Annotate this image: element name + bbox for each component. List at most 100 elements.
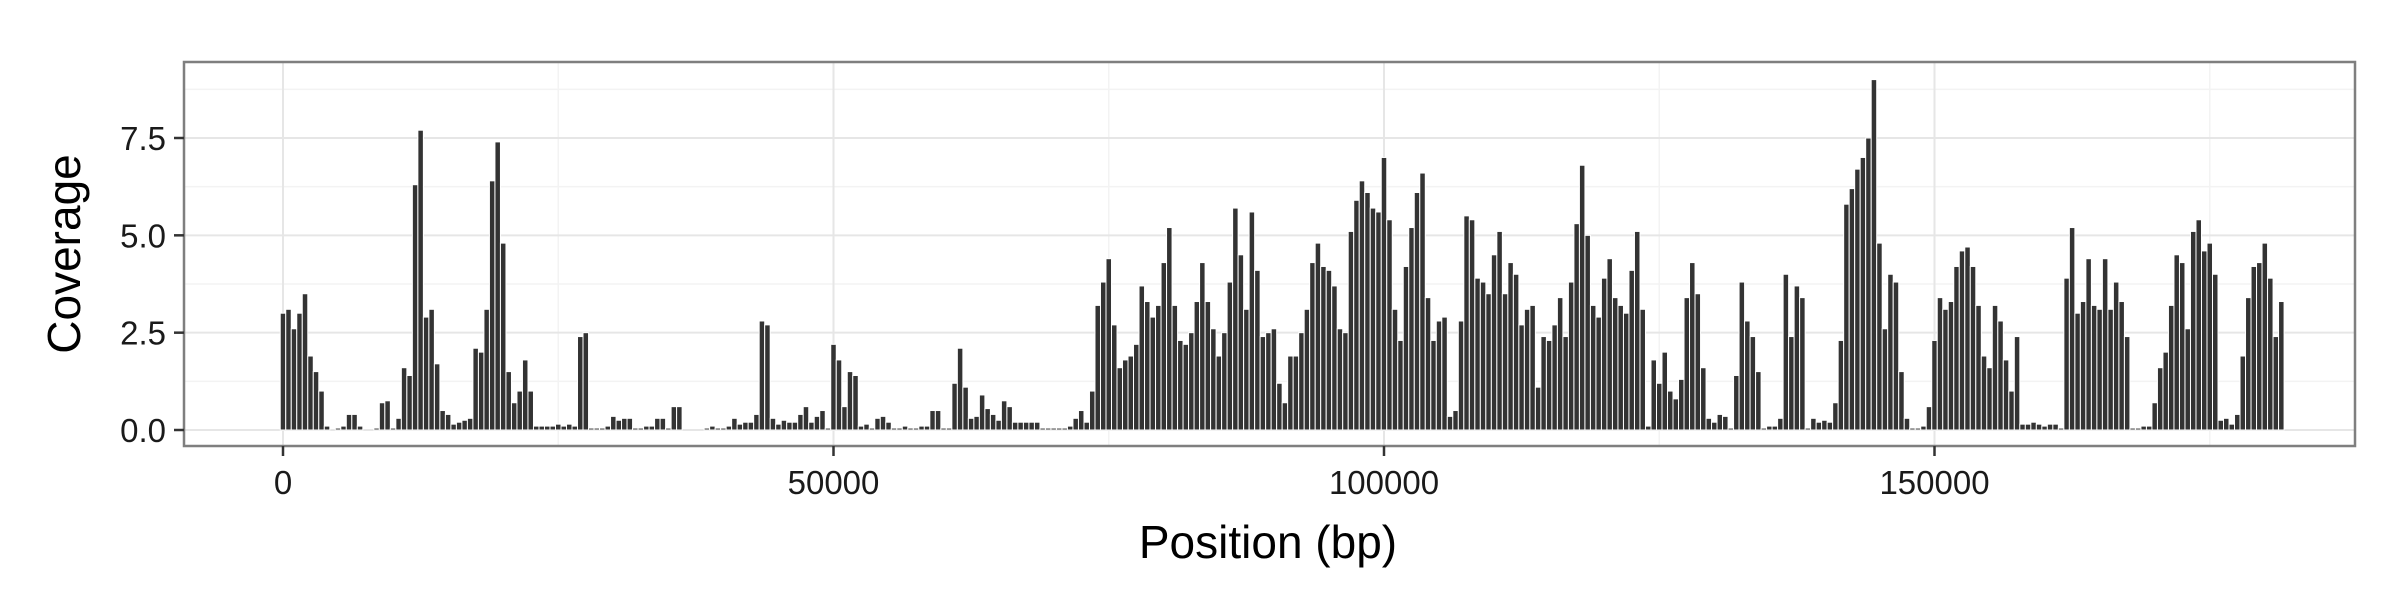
coverage-bar xyxy=(1931,339,1938,431)
coverage-bar xyxy=(290,328,298,431)
coverage-bar xyxy=(714,427,722,431)
coverage-bar xyxy=(1468,219,1476,431)
coverage-bar xyxy=(1683,297,1691,431)
coverage-bar xyxy=(2184,328,2191,431)
coverage-bar xyxy=(1243,308,1250,431)
coverage-bar xyxy=(2074,312,2081,431)
coverage-bar xyxy=(1870,79,1878,431)
y-tick-label: 2.5 xyxy=(120,315,166,352)
coverage-bar xyxy=(1325,269,1333,431)
coverage-bar xyxy=(2278,301,2285,431)
coverage-bar xyxy=(1061,427,1068,431)
coverage-bar xyxy=(1496,230,1503,431)
coverage-bar xyxy=(2123,336,2131,431)
coverage-bar xyxy=(1644,425,1652,431)
coverage-bar xyxy=(1028,421,1035,431)
coverage-bar xyxy=(863,423,870,431)
coverage-bar xyxy=(1942,308,1949,431)
coverage-bar xyxy=(2145,425,2153,431)
coverage-bar xyxy=(2101,258,2109,431)
coverage-bar xyxy=(973,415,980,431)
coverage-bar xyxy=(1386,219,1393,431)
coverage-bar xyxy=(2052,423,2059,431)
coverage-bar xyxy=(1298,332,1305,431)
coverage-bar xyxy=(406,374,413,431)
coverage-bar xyxy=(665,427,672,431)
coverage-bar xyxy=(1799,297,1806,431)
coverage-bar xyxy=(637,427,645,431)
coverage-bar xyxy=(1479,281,1487,431)
coverage-bar xyxy=(1309,262,1316,431)
coverage-bar xyxy=(1111,324,1118,431)
coverage-bar xyxy=(2024,423,2032,431)
coverage-bar xyxy=(1485,293,1492,431)
coverage-bar xyxy=(307,355,314,431)
coverage-bar xyxy=(912,427,920,431)
coverage-bar xyxy=(1512,273,1520,431)
coverage-bar xyxy=(1149,316,1157,431)
coverage-bar xyxy=(885,421,892,431)
coverage-bar xyxy=(2267,277,2274,431)
coverage-bar xyxy=(2156,367,2164,431)
coverage-bar xyxy=(1380,156,1388,431)
coverage-bar xyxy=(1281,402,1289,431)
coverage-bar xyxy=(1199,262,1206,431)
coverage-bar xyxy=(1336,328,1344,431)
coverage-bar xyxy=(384,400,391,431)
coverage-bar xyxy=(1859,156,1867,431)
coverage-bar xyxy=(532,425,540,431)
coverage-bar xyxy=(296,312,303,431)
coverage-bar xyxy=(2079,301,2087,431)
coverage-bar xyxy=(670,406,678,431)
coverage-bar xyxy=(1540,336,1547,431)
coverage-bar xyxy=(1055,427,1063,431)
coverage-bar xyxy=(1892,281,1900,431)
x-axis-title: Position (bp) xyxy=(1139,516,1397,568)
coverage-bar xyxy=(1584,234,1591,431)
coverage-bar xyxy=(2035,423,2043,431)
coverage-bar xyxy=(1611,297,1619,431)
coverage-bar xyxy=(879,415,887,431)
coverage-bar xyxy=(1700,367,1707,431)
coverage-bar xyxy=(1270,328,1278,431)
coverage-bar xyxy=(962,386,969,431)
coverage-bar xyxy=(824,427,832,431)
coverage-bar xyxy=(1160,262,1168,431)
coverage-bar xyxy=(285,308,292,431)
coverage-bar xyxy=(1782,273,1790,431)
coverage-bar xyxy=(929,410,936,431)
coverage-bar xyxy=(1975,304,1982,431)
coverage-bar xyxy=(703,427,711,431)
coverage-bar xyxy=(758,320,766,431)
coverage-bar xyxy=(747,421,755,431)
coverage-bar xyxy=(450,423,457,431)
coverage-bar xyxy=(1556,297,1564,431)
coverage-bar xyxy=(411,184,419,431)
coverage-bar xyxy=(1655,382,1663,431)
coverage-bar xyxy=(1353,199,1360,431)
coverage-bar xyxy=(1155,304,1162,431)
coverage-bar xyxy=(1446,415,1454,431)
coverage-bar xyxy=(2030,421,2037,431)
coverage-bar xyxy=(1320,265,1327,431)
axis-ticks: 0 50000 100000 150000 0.0 2.5 5.0 7.5 xyxy=(120,120,1989,501)
coverage-bar xyxy=(1292,355,1300,431)
coverage-bar xyxy=(753,413,760,431)
coverage-bar xyxy=(1237,254,1245,431)
coverage-bar xyxy=(1991,304,1999,431)
y-axis-title: Coverage xyxy=(38,154,90,353)
coverage-bar xyxy=(505,371,512,431)
coverage-bar xyxy=(2234,413,2241,431)
coverage-bar xyxy=(2200,250,2208,431)
coverage-bar xyxy=(676,406,683,431)
coverage-bar xyxy=(2239,355,2247,431)
coverage-bar xyxy=(1259,336,1267,431)
coverage-bar xyxy=(1017,421,1024,431)
coverage-bar xyxy=(571,425,579,431)
coverage-bar xyxy=(1617,304,1624,431)
coverage-bar xyxy=(1573,223,1580,431)
coverage-bar xyxy=(2041,425,2048,431)
coverage-bar xyxy=(373,427,380,431)
coverage-bar xyxy=(2195,219,2202,431)
coverage-bar xyxy=(1705,417,1713,431)
